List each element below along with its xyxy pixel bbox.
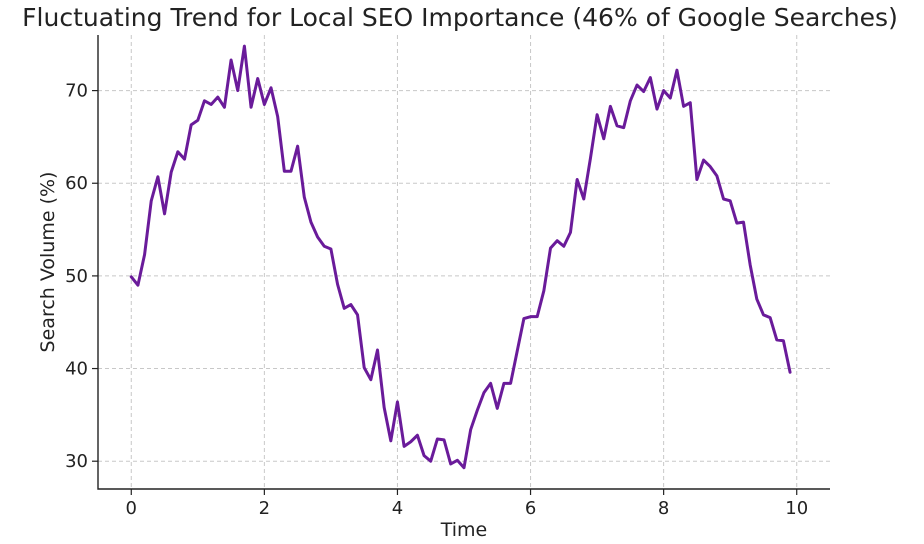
x-tick-label: 8 [658,498,669,519]
x-tick-label: 0 [126,498,137,519]
y-tick-label: 60 [65,173,88,194]
y-tick-label: 50 [65,266,88,287]
y-tick-label: 70 [65,81,88,102]
x-tick-label: 4 [392,498,403,519]
x-tick-label: 2 [259,498,270,519]
x-tick-label: 10 [785,498,808,519]
series-layer [129,44,792,470]
axis-spines [97,35,830,490]
x-tick-label: 6 [525,498,536,519]
y-tick-label: 30 [65,451,88,472]
chart-title: Fluctuating Trend for Local SEO Importan… [22,3,898,32]
x-axis-label: Time [440,519,488,541]
series-line-0 [129,44,792,470]
axes: 0 2 4 6 8 10 30 40 50 60 70 [65,35,830,519]
y-tick-label: 40 [65,359,88,380]
y-axis-label: Search Volume (%) [37,172,59,353]
